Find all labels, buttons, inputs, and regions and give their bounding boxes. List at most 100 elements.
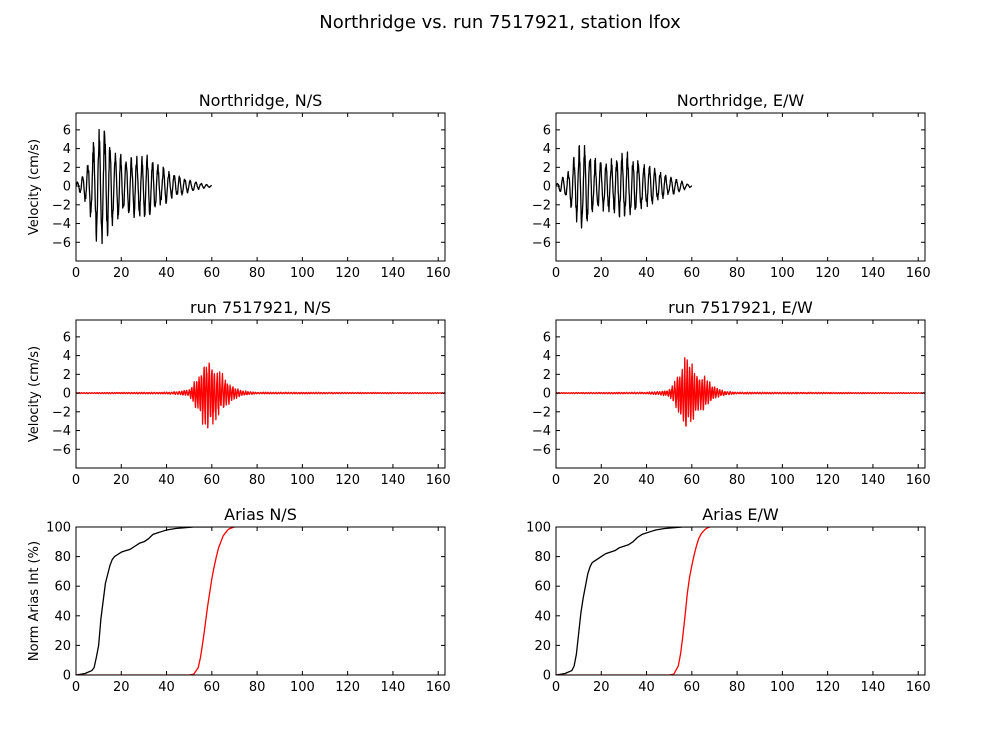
y-tick-label: 2 — [63, 161, 71, 176]
y-tick-label: 0 — [543, 387, 551, 402]
y-tick-label: −2 — [532, 198, 551, 213]
x-tick-label: 100 — [290, 680, 315, 695]
x-tick-label: 120 — [335, 473, 360, 488]
y-tick-label: 40 — [54, 609, 71, 624]
y-tick-label: 0 — [63, 180, 71, 195]
x-tick-label: 40 — [638, 680, 655, 695]
y-tick-label: −2 — [52, 405, 71, 420]
subplot-p0: 0 20 40 60 80 100 120 140 160 −6 −4 −2 0 2 4 6 Northridg… — [27, 91, 451, 281]
x-tick-label: 160 — [426, 680, 451, 695]
y-axis-label: Velocity (cm/s) — [27, 346, 42, 442]
y-tick-label: −4 — [532, 217, 551, 232]
series-line-recorded-arias — [556, 527, 692, 675]
y-axis-label: Velocity (cm/s) — [27, 139, 42, 235]
subplot-p5: 0 20 40 60 80 100 120 140 160 0 20 40 60 80 100 Arias E… — [526, 505, 930, 695]
x-tick-label: 160 — [426, 473, 451, 488]
y-tick-label: 20 — [54, 639, 71, 654]
x-tick-label: 100 — [770, 680, 795, 695]
y-tick-label: 80 — [54, 550, 71, 565]
y-tick-label: −4 — [52, 217, 71, 232]
subplot-title: Northridge, N/S — [199, 91, 323, 110]
y-tick-label: 6 — [63, 330, 71, 345]
y-tick-label: 40 — [534, 609, 551, 624]
x-tick-label: 140 — [381, 473, 406, 488]
x-tick-label: 40 — [638, 473, 655, 488]
x-tick-label: 80 — [729, 473, 746, 488]
x-tick-label: 0 — [552, 680, 560, 695]
x-tick-label: 20 — [593, 266, 610, 281]
y-tick-label: 60 — [534, 580, 551, 595]
subplot-title: run 7517921, N/S — [190, 298, 331, 317]
subplot-p4: 0 20 40 60 80 100 120 140 160 0 20 40 60 80 100 Arias N… — [27, 505, 451, 695]
y-tick-label: −6 — [532, 236, 551, 251]
x-tick-label: 80 — [729, 266, 746, 281]
y-tick-label: −2 — [532, 405, 551, 420]
x-tick-label: 140 — [861, 473, 886, 488]
x-tick-label: 0 — [72, 266, 80, 281]
x-tick-label: 160 — [906, 680, 931, 695]
y-tick-label: 0 — [63, 387, 71, 402]
x-tick-label: 60 — [684, 266, 701, 281]
x-tick-label: 60 — [204, 473, 221, 488]
subplot-title: run 7517921, E/W — [668, 298, 813, 317]
series-line-simulated-arias — [76, 527, 235, 675]
subplot-title: Arias E/W — [702, 505, 779, 524]
subplot-p2: 0 20 40 60 80 100 120 140 160 −6 −4 −2 0 2 4 6 run 75179… — [27, 298, 451, 488]
axes-frame — [555, 319, 926, 469]
y-tick-label: 2 — [543, 161, 551, 176]
x-tick-label: 20 — [113, 473, 130, 488]
y-tick-label: −4 — [532, 424, 551, 439]
axes-frame — [75, 319, 446, 469]
x-tick-label: 100 — [290, 473, 315, 488]
y-tick-label: −6 — [52, 443, 71, 458]
y-tick-label: 4 — [543, 142, 551, 157]
series-line-recorded-arias — [76, 527, 212, 675]
axes-frame — [75, 112, 446, 262]
y-tick-label: 100 — [46, 521, 71, 536]
series-line-recorded-velocity — [556, 144, 693, 229]
x-tick-label: 100 — [770, 473, 795, 488]
x-tick-label: 120 — [815, 473, 840, 488]
x-tick-label: 140 — [381, 266, 406, 281]
x-tick-label: 80 — [729, 680, 746, 695]
x-tick-label: 60 — [684, 473, 701, 488]
y-tick-label: 4 — [63, 142, 71, 157]
series-line-recorded-velocity — [76, 128, 213, 245]
y-tick-label: −6 — [532, 443, 551, 458]
x-tick-label: 60 — [684, 680, 701, 695]
y-tick-label: −4 — [52, 424, 71, 439]
x-tick-label: 20 — [113, 266, 130, 281]
y-tick-label: 6 — [63, 123, 71, 138]
x-tick-label: 160 — [906, 473, 931, 488]
y-tick-label: −2 — [52, 198, 71, 213]
y-tick-label: 2 — [63, 368, 71, 383]
x-tick-label: 100 — [290, 266, 315, 281]
y-tick-label: 6 — [543, 330, 551, 345]
x-tick-label: 120 — [335, 680, 360, 695]
y-tick-label: 0 — [63, 669, 71, 684]
x-tick-label: 0 — [72, 680, 80, 695]
y-tick-label: 4 — [63, 349, 71, 364]
y-tick-label: −6 — [52, 236, 71, 251]
y-tick-label: 0 — [543, 180, 551, 195]
x-tick-label: 40 — [158, 680, 175, 695]
x-tick-label: 0 — [552, 473, 560, 488]
subplot-p1: 0 20 40 60 80 100 120 140 160 −6 −4 −2 0 2 4 6 Northridg… — [532, 91, 931, 281]
x-tick-label: 0 — [552, 266, 560, 281]
y-tick-label: 2 — [543, 368, 551, 383]
x-tick-label: 40 — [158, 473, 175, 488]
x-tick-label: 140 — [381, 680, 406, 695]
subplot-title: Arias N/S — [224, 505, 297, 524]
x-tick-label: 120 — [335, 266, 360, 281]
x-tick-label: 60 — [204, 680, 221, 695]
x-tick-label: 40 — [638, 266, 655, 281]
x-tick-label: 140 — [861, 266, 886, 281]
series-line-simulated-velocity — [556, 357, 925, 427]
y-tick-label: 20 — [534, 639, 551, 654]
x-tick-label: 140 — [861, 680, 886, 695]
y-tick-label: 80 — [534, 550, 551, 565]
x-tick-label: 100 — [770, 266, 795, 281]
x-tick-label: 80 — [249, 473, 266, 488]
subplot-title: Northridge, E/W — [677, 91, 805, 110]
